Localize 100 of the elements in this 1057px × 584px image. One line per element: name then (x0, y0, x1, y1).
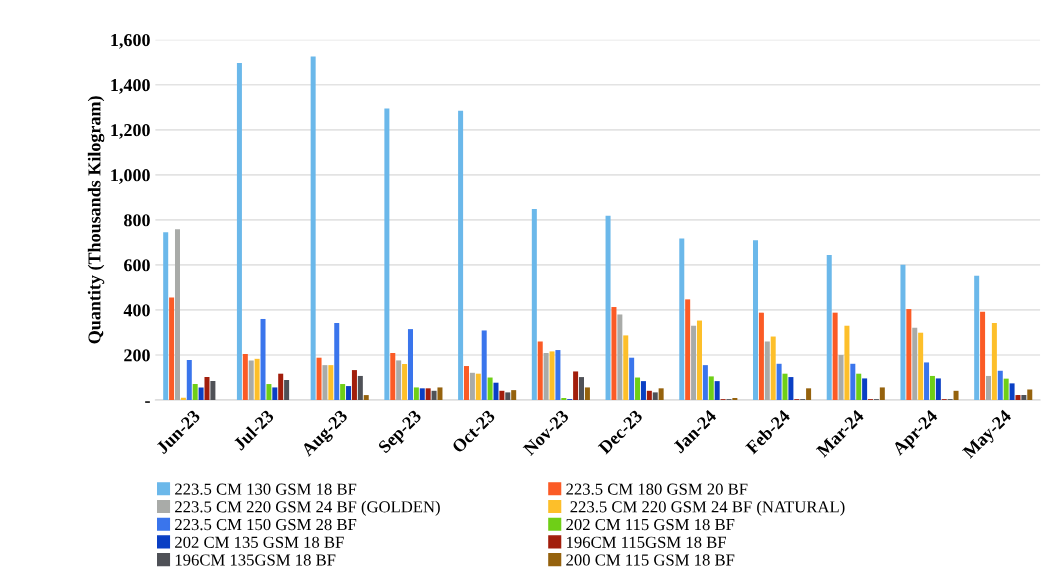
bar (475, 373, 481, 401)
bar (384, 108, 390, 401)
bar (912, 327, 918, 401)
bar (254, 358, 260, 401)
bar (174, 229, 180, 401)
bar (464, 366, 470, 401)
bar (481, 330, 487, 401)
bar (658, 388, 664, 401)
y-tick-label: 800 (124, 214, 150, 227)
bar (691, 325, 697, 401)
legend-label: 200 CM 115 GSM 18 BF (566, 554, 735, 566)
bar (310, 56, 316, 401)
bar (431, 390, 437, 401)
bar (543, 352, 549, 401)
bar (272, 387, 278, 401)
bar (929, 375, 935, 401)
bar (192, 384, 198, 401)
bar (363, 395, 369, 401)
bar (985, 375, 991, 401)
y-tick-label: 400 (123, 304, 150, 317)
bar (652, 392, 658, 401)
bar (974, 275, 980, 401)
bar (334, 323, 340, 401)
bar (980, 311, 986, 401)
bar (186, 359, 192, 401)
bar (714, 381, 720, 401)
bar (413, 387, 419, 401)
bar (180, 397, 186, 401)
bar (357, 375, 363, 401)
bar (924, 362, 930, 401)
bar (953, 390, 959, 401)
y-tick-label: 1,400 (111, 79, 150, 94)
bar (623, 335, 629, 401)
bar (758, 312, 764, 401)
bar (163, 232, 169, 401)
bar (991, 323, 997, 401)
y-tick-label: 1,000 (111, 169, 150, 184)
bar (776, 363, 782, 401)
bar (832, 312, 838, 401)
bar (437, 387, 443, 401)
bar (782, 373, 788, 401)
legend-label: 223.5 CM 130 GSM 18 BF (175, 483, 357, 495)
bar (266, 384, 272, 401)
bar (1015, 395, 1021, 401)
bar (248, 360, 254, 401)
bar (493, 382, 499, 401)
bar (879, 387, 885, 401)
bar (611, 307, 617, 401)
bar (696, 320, 702, 401)
y-tick-label: 1,600 (111, 33, 150, 49)
bar (328, 365, 334, 401)
legend-label: 223.5 CM 220 GSM 24 BF (NATURAL) (570, 500, 845, 516)
bar (511, 390, 517, 401)
y-tick-label: 600 (124, 259, 150, 272)
bar (997, 370, 1003, 401)
bar (906, 309, 912, 401)
bar (732, 398, 738, 401)
bar (635, 377, 641, 401)
bar (340, 384, 346, 401)
bar (351, 370, 357, 401)
y-axis-title: Quantity (Thousands Kilogram) (87, 96, 105, 344)
bar (629, 357, 635, 401)
bar (407, 329, 413, 401)
legend-label: 202 CM 135 GSM 18 BF (175, 536, 344, 548)
bar (1003, 378, 1009, 401)
bar (487, 377, 493, 401)
legend-label: 223.5 CM 150 GSM 28 BF (175, 518, 357, 531)
bar (402, 364, 408, 401)
bar (573, 371, 579, 401)
bar (419, 388, 425, 401)
bar (242, 354, 248, 401)
bar (862, 378, 868, 401)
legend-label: 202 CM 115 GSM 18 BF (566, 518, 735, 531)
bar (1009, 383, 1015, 401)
bar (278, 373, 284, 401)
bar (458, 110, 464, 401)
bar (561, 398, 567, 401)
bar (1027, 389, 1033, 401)
bar (679, 238, 685, 401)
bar (396, 360, 402, 401)
bar (770, 336, 776, 401)
bar (316, 357, 322, 401)
bar (531, 209, 537, 401)
bar (505, 392, 511, 401)
legend-label: 196CM 135GSM 18 BF (175, 554, 336, 566)
bar (210, 381, 216, 401)
bar (169, 297, 175, 401)
bar (708, 376, 714, 401)
bar (850, 363, 856, 401)
bar (346, 386, 352, 401)
bar (935, 378, 941, 401)
bar (198, 387, 204, 401)
bar (640, 381, 646, 401)
bar (499, 390, 505, 401)
bar (579, 377, 585, 401)
bar (236, 62, 242, 401)
bar (806, 388, 812, 401)
bar (1021, 395, 1027, 401)
y-tick-label: 1,200 (111, 124, 150, 139)
bar (918, 332, 924, 401)
